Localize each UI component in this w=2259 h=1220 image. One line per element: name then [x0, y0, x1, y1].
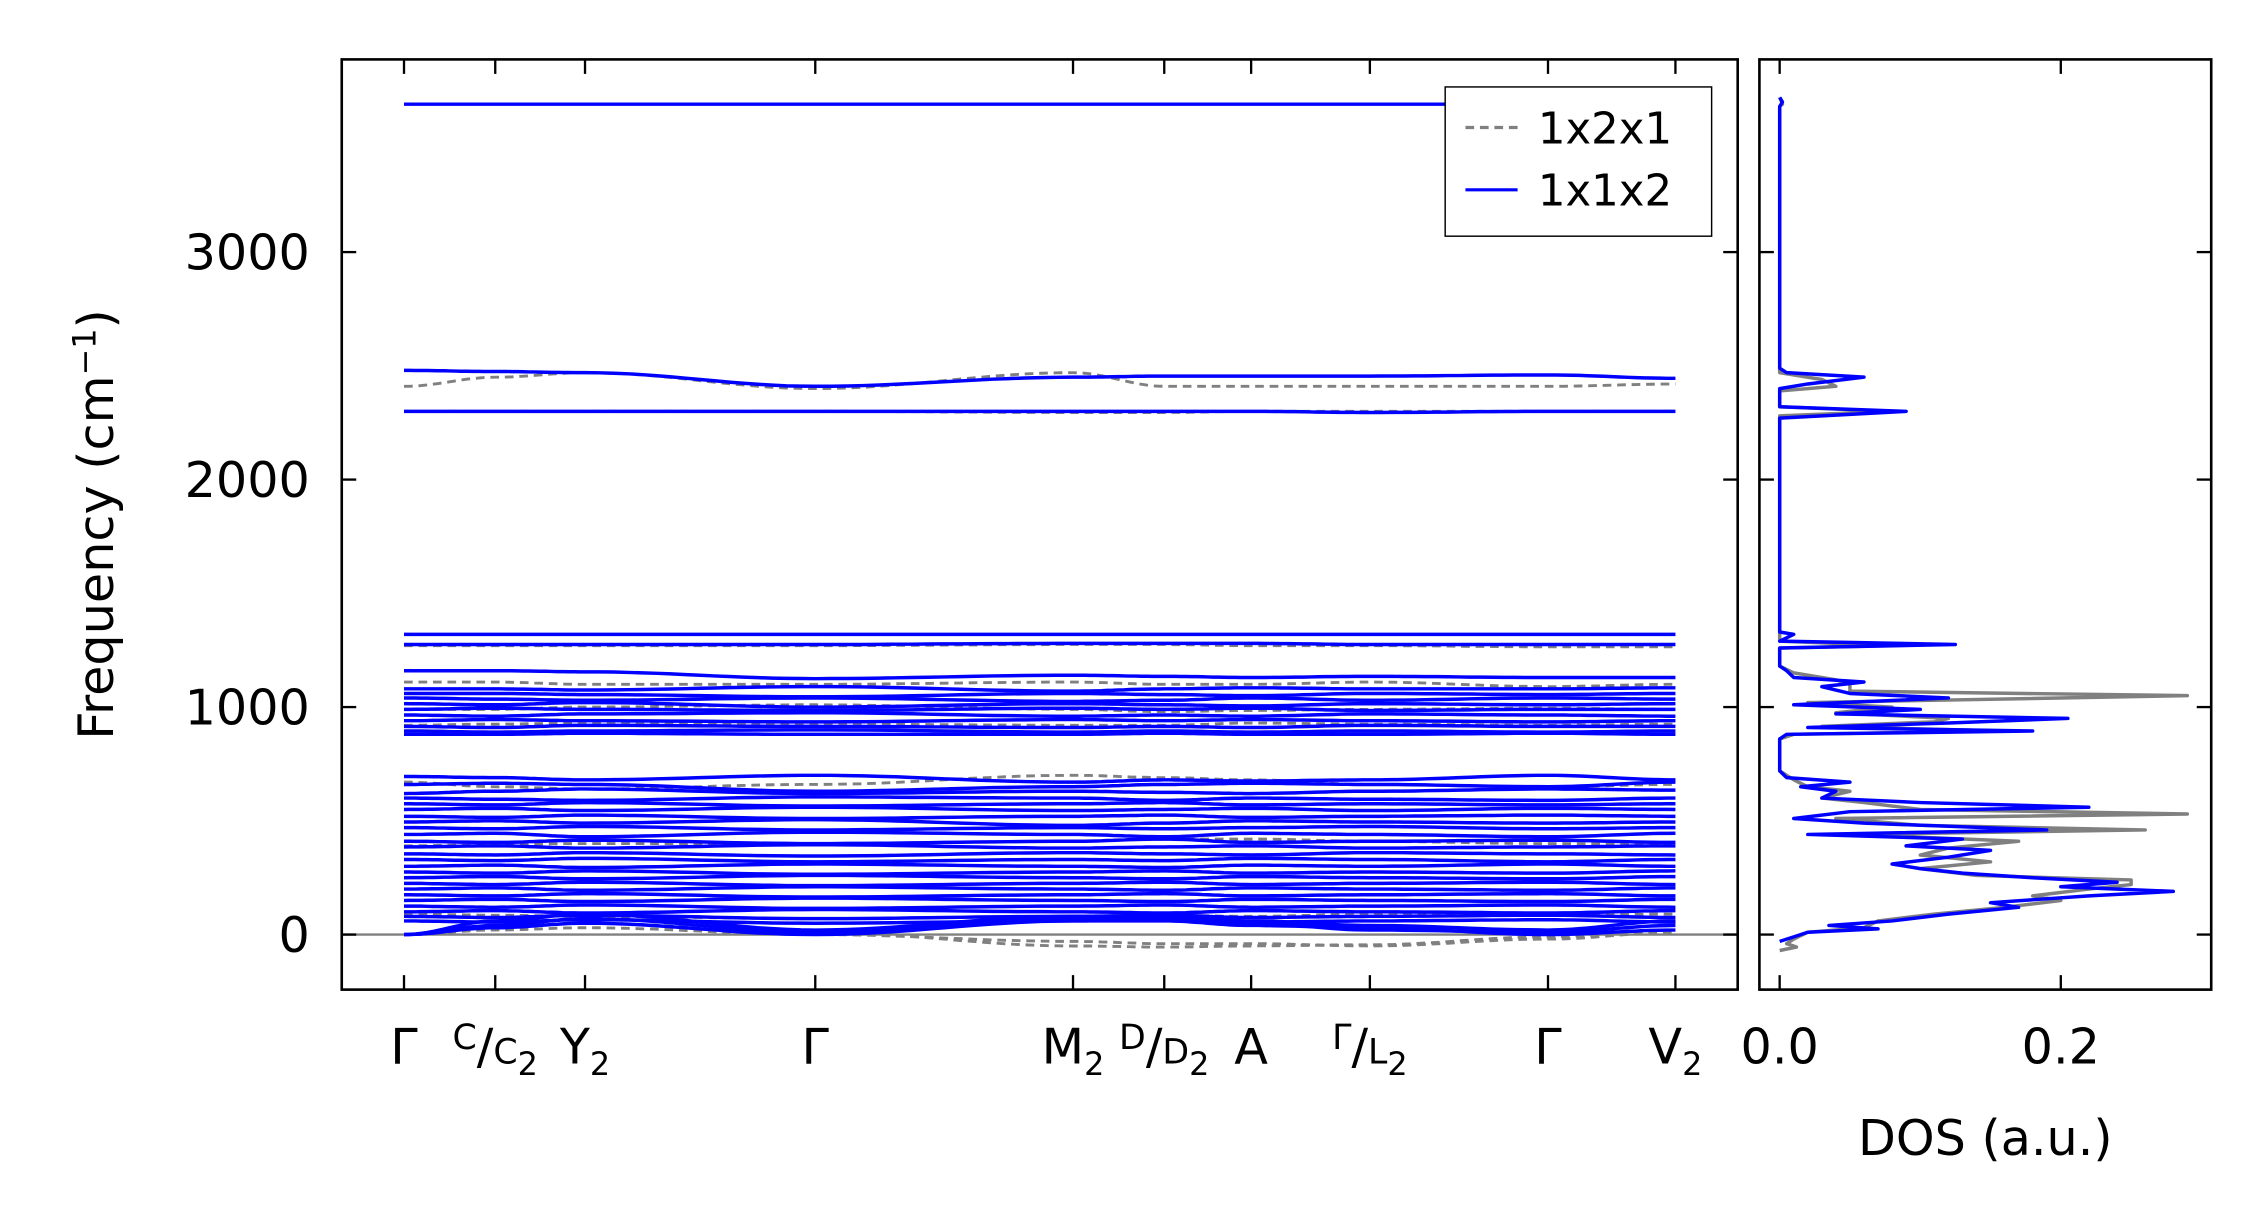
y-axis-label-exponent: −1 [66, 328, 104, 375]
band-line-1x1x2-25 [404, 830, 1676, 839]
band-structure-panel: Γ C/C2 Y2 Γ M2D/D2 A Γ/L2 Γ V2 0 1000 2000 3000 Freq… [66, 58, 1739, 1084]
band-line-1x2x1-9 [404, 926, 1676, 948]
band-line-1x1x2-14 [404, 728, 1676, 734]
x-tick-label: Γ [390, 1018, 418, 1076]
dos-line-1x1x2 [1777, 96, 2176, 944]
band-line-1x1x2-35 [404, 891, 1676, 899]
band-line-1x1x2-10 [404, 706, 1676, 713]
dos-x-tick-label: 0.2 [2022, 1018, 2100, 1076]
y-tick-label: 0 [279, 906, 310, 964]
band-line-1x1x2-5 [404, 668, 1676, 681]
dos-panel-frame [1758, 58, 2213, 991]
y-tick-label: 3000 [185, 223, 310, 281]
band-line-1x1x2-28 [404, 850, 1676, 858]
x-tick-label: Γ/L2 [1332, 1018, 1408, 1084]
x-tick-label: Γ [1534, 1018, 1562, 1076]
legend: 1x2x1 1x1x2 [1444, 86, 1713, 237]
band-line-1x1x2-19 [404, 795, 1676, 803]
band-line-1x1x2-34 [404, 885, 1676, 892]
band-panel-frame [340, 58, 1739, 991]
band-line-1x1x2-2 [404, 409, 1676, 415]
band-line-1x1x2-13 [403, 723, 1676, 730]
band-line-1x1x2-37 [404, 903, 1676, 911]
band-line-1x1x2-42 [403, 916, 1676, 937]
band-line-1x1x2-8 [404, 696, 1676, 704]
x-tick-label: M2 [1042, 1018, 1105, 1084]
band-line-1x1x2-29 [404, 856, 1676, 864]
band-line-1x1x2-12 [404, 717, 1676, 724]
band-line-1x1x2-26 [404, 837, 1676, 846]
dos-x-axis-label: DOS (a.u.) [1858, 1109, 2113, 1167]
band-line-1x1x2-32 [403, 873, 1676, 881]
band-line-1x1x2-11 [404, 710, 1676, 718]
x-tick-label: A [1234, 1018, 1268, 1076]
legend-label-1x2x1: 1x2x1 [1538, 104, 1672, 154]
band-line-1x2x1-0 [404, 371, 1676, 391]
x-tick-label: Y2 [559, 1018, 610, 1084]
band-line-1x1x2-30 [404, 862, 1676, 870]
band-line-1x1x2-22 [404, 813, 1676, 821]
x-tick-label: D/D2 [1119, 1018, 1209, 1084]
band-line-1x1x2-17 [404, 780, 1676, 794]
band-line-1x1x2-1 [404, 368, 1676, 389]
band-line-1x2x1-3 [404, 680, 1676, 689]
y-tick-label: 1000 [185, 678, 310, 736]
x-tick-label: V2 [1648, 1018, 1702, 1084]
band-line-1x1x2-23 [404, 817, 1676, 828]
x-tick-label: Γ [802, 1018, 830, 1076]
y-tick-label: 2000 [185, 451, 310, 509]
band-line-1x1x2-9 [403, 700, 1676, 709]
band-line-1x1x2-18 [403, 787, 1676, 796]
band-line-1x1x2-6 [404, 684, 1676, 693]
legend-label-1x1x2: 1x1x2 [1538, 167, 1672, 217]
y-axis-label-main: Frequency (cm [67, 375, 125, 739]
band-line-1x1x2-43 [403, 912, 1676, 937]
band-line-1x1x2-27 [403, 842, 1676, 850]
band-line-1x1x2-20 [404, 800, 1676, 808]
dos-panel: 0.0 0.2 DOS (a.u.) [1741, 58, 2213, 1167]
band-line-1x1x2-36 [403, 896, 1676, 904]
band-line-1x1x2-4 [404, 641, 1676, 647]
y-axis-label-close: ) [67, 309, 125, 328]
band-line-1x1x2-38 [404, 907, 1676, 915]
legend-box [1444, 86, 1713, 237]
band-line-1x2x1-6 [404, 773, 1676, 791]
band-line-1x1x2-33 [404, 880, 1676, 888]
band-line-1x1x2-15 [404, 731, 1676, 737]
band-line-1x1x2-16 [404, 773, 1676, 784]
dos-x-tick-label: 0.0 [1741, 1018, 1819, 1076]
y-axis-label: Frequency (cm−1) [66, 309, 125, 740]
band-line-1x1x2-7 [404, 691, 1676, 699]
x-tick-label: C/C2 [453, 1018, 538, 1084]
band-line-1x1x2-24 [404, 824, 1676, 832]
band-line-1x1x2-31 [404, 869, 1676, 877]
band-line-1x1x2-21 [403, 805, 1676, 813]
